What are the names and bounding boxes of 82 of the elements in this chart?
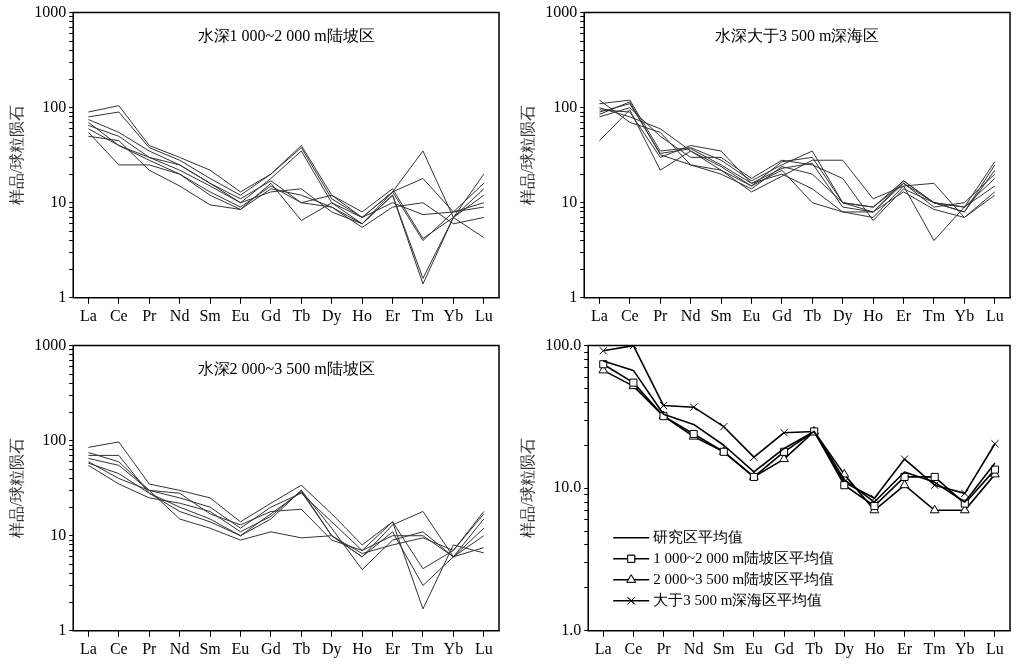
x-tick-label: La	[79, 639, 97, 657]
x-tick-label: Yb	[443, 306, 464, 324]
x-tick-label: Tb	[805, 639, 824, 657]
x-tick-label: Er	[385, 306, 401, 324]
x-tick-label: Ce	[109, 639, 128, 657]
x-tick-label: Er	[896, 306, 912, 324]
x-tick-label: Yb	[955, 639, 975, 657]
y-tick-label: 100	[553, 97, 578, 115]
x-tick-label: Ho	[352, 306, 372, 324]
x-tick-label: Tb	[292, 306, 311, 324]
x-tick-label: Dy	[321, 639, 342, 658]
x-tick-label: Lu	[474, 639, 493, 657]
x-tick-label: Eu	[745, 639, 763, 657]
x-tick-label: Tm	[411, 639, 435, 657]
x-tick-label: Ho	[864, 639, 885, 657]
x-tick-label: Dy	[321, 306, 342, 325]
x-tick-label: La	[590, 306, 608, 324]
x-tick-label: Dy	[832, 306, 853, 325]
x-tick-label: Ce	[620, 306, 639, 324]
legend-label: 1 000~2 000 m陆坡区平均值	[653, 549, 835, 566]
x-tick-label: Gd	[261, 639, 281, 657]
y-tick-label: 10.0	[553, 478, 582, 496]
y-tick-label: 1000	[34, 2, 67, 20]
x-tick-label: Tm	[411, 306, 435, 324]
x-tick-label: Sm	[199, 306, 222, 324]
x-tick-label: Tb	[803, 306, 822, 324]
x-tick-label: Tb	[292, 639, 311, 657]
x-tick-label: Tm	[922, 306, 946, 324]
x-tick-label: Lu	[986, 639, 1004, 657]
y-axis-title: 样品/球粒陨石	[7, 437, 25, 539]
y-tick-label: 1000	[545, 2, 578, 20]
x-tick-label: Pr	[142, 306, 158, 324]
y-tick-label: 100	[42, 97, 67, 115]
x-tick-label: Yb	[443, 639, 464, 657]
x-tick-label: Sm	[199, 639, 222, 657]
x-tick-label: La	[594, 639, 612, 657]
x-tick-label: Gd	[261, 306, 281, 324]
x-tick-label: Nd	[683, 639, 704, 657]
y-axis-title: 样品/球粒陨石	[518, 104, 536, 206]
x-tick-label: Pr	[653, 306, 669, 324]
y-tick-label: 1	[58, 288, 67, 305]
x-tick-label: Gd	[774, 639, 794, 657]
x-tick-label: Lu	[474, 306, 493, 324]
x-tick-label: Sm	[713, 639, 736, 657]
x-tick-label: Sm	[710, 306, 733, 324]
y-tick-label: 100	[42, 430, 67, 448]
legend-label: 2 000~3 500 m陆坡区平均值	[653, 570, 835, 587]
y-tick-label: 1000	[34, 335, 67, 353]
y-tick-label: 10	[50, 192, 67, 210]
x-tick-label: Nd	[169, 639, 190, 657]
text: 水深1 000~2 000 m陆坡区	[197, 26, 375, 44]
y-axis-title: 样品/球粒陨石	[518, 437, 536, 539]
x-tick-label: Ce	[109, 306, 128, 324]
x-tick-label: La	[79, 306, 97, 324]
x-tick-label: Pr	[656, 639, 672, 657]
x-tick-label: Er	[385, 639, 401, 657]
x-tick-label: Ho	[352, 639, 372, 657]
x-tick-label: Lu	[985, 306, 1004, 324]
y-tick-label: 1	[58, 621, 67, 638]
x-tick-label: Eu	[231, 639, 250, 657]
x-tick-label: Eu	[742, 306, 761, 324]
y-tick-label: 1.0	[561, 621, 582, 638]
y-tick-label: 10	[561, 192, 578, 210]
x-tick-label: Er	[897, 639, 913, 657]
x-tick-label: Dy	[834, 639, 855, 658]
y-tick-label: 100.0	[545, 335, 582, 353]
text: 水深2 000~3 500 m陆坡区	[197, 359, 375, 377]
x-tick-label: Nd	[169, 306, 190, 324]
y-tick-label: 1	[569, 288, 578, 305]
legend-label: 大于3 500 m深海区平均值	[653, 591, 823, 608]
y-axis-title: 样品/球粒陨石	[7, 104, 25, 206]
x-tick-label: Yb	[954, 306, 975, 324]
x-tick-label: Tm	[923, 639, 947, 657]
x-tick-label: Pr	[142, 639, 158, 657]
x-tick-label: Ho	[863, 306, 883, 324]
x-tick-label: Ce	[624, 639, 643, 657]
x-tick-label: Eu	[231, 306, 250, 324]
x-tick-label: Nd	[680, 306, 701, 324]
text: 水深大于3 500 m深海区	[714, 26, 880, 44]
x-tick-label: Gd	[772, 306, 792, 324]
y-tick-label: 10	[50, 525, 67, 543]
legend-label: 研究区平均值	[653, 528, 744, 545]
